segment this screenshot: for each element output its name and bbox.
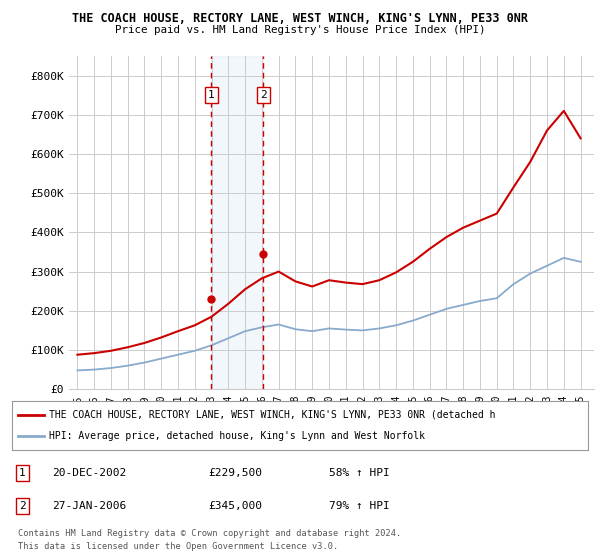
Text: £229,500: £229,500 xyxy=(208,468,262,478)
Text: HPI: Average price, detached house, King's Lynn and West Norfolk: HPI: Average price, detached house, King… xyxy=(49,431,425,441)
Text: 27-JAN-2006: 27-JAN-2006 xyxy=(52,501,127,511)
Text: 1: 1 xyxy=(208,90,214,100)
Text: This data is licensed under the Open Government Licence v3.0.: This data is licensed under the Open Gov… xyxy=(18,542,338,550)
Text: 20-DEC-2002: 20-DEC-2002 xyxy=(52,468,127,478)
Text: THE COACH HOUSE, RECTORY LANE, WEST WINCH, KING'S LYNN, PE33 0NR (detached h: THE COACH HOUSE, RECTORY LANE, WEST WINC… xyxy=(49,410,496,420)
Text: Price paid vs. HM Land Registry's House Price Index (HPI): Price paid vs. HM Land Registry's House … xyxy=(115,25,485,35)
Text: THE COACH HOUSE, RECTORY LANE, WEST WINCH, KING'S LYNN, PE33 0NR: THE COACH HOUSE, RECTORY LANE, WEST WINC… xyxy=(72,12,528,25)
Text: 58% ↑ HPI: 58% ↑ HPI xyxy=(329,468,389,478)
Text: 1: 1 xyxy=(19,468,26,478)
Text: 2: 2 xyxy=(19,501,26,511)
Text: 79% ↑ HPI: 79% ↑ HPI xyxy=(329,501,389,511)
Text: £345,000: £345,000 xyxy=(208,501,262,511)
Bar xyxy=(211,56,263,389)
Text: Contains HM Land Registry data © Crown copyright and database right 2024.: Contains HM Land Registry data © Crown c… xyxy=(18,529,401,538)
Text: 2: 2 xyxy=(260,90,266,100)
